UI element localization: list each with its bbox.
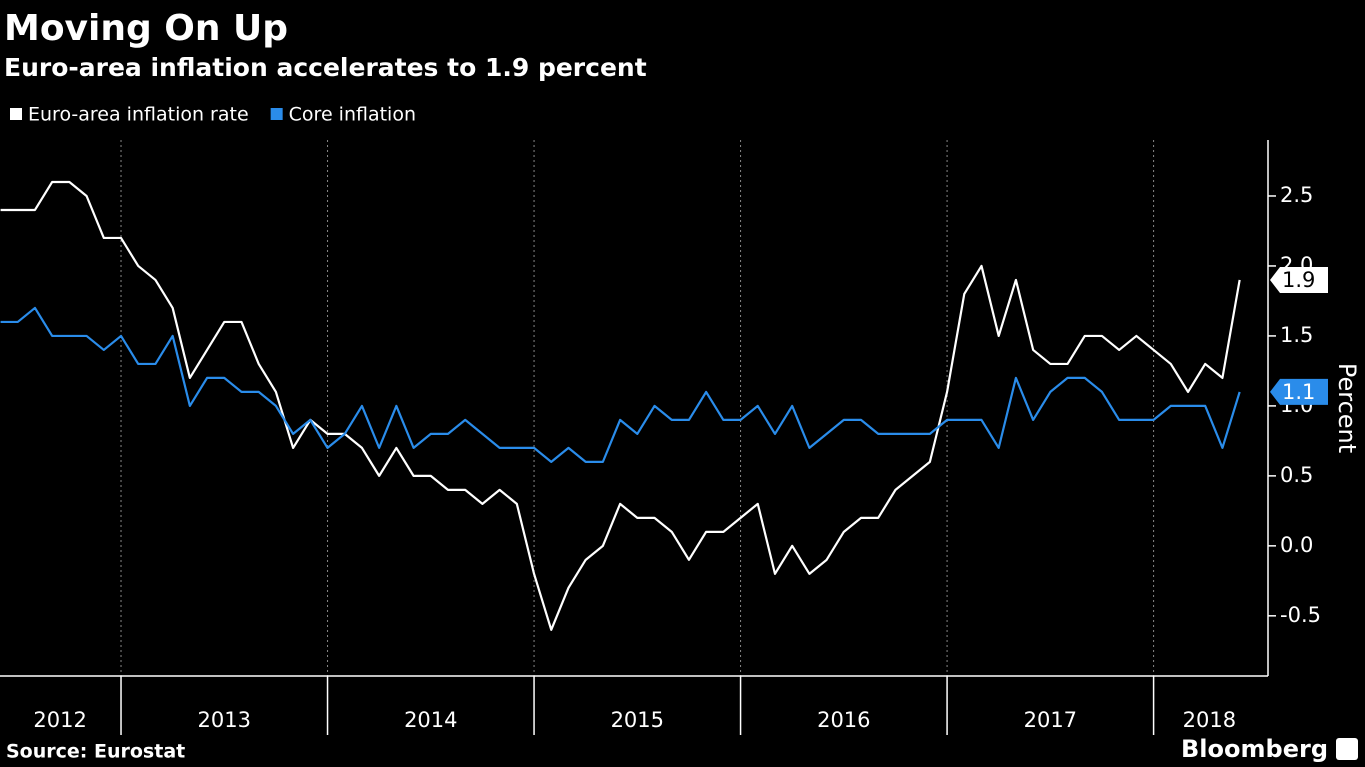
chart-title: Moving On Up	[4, 8, 288, 49]
y-tick-label: 2.5	[1280, 183, 1313, 207]
x-tick-label: 2014	[404, 708, 457, 732]
end-label: 1.1	[1282, 380, 1315, 404]
chart-subtitle: Euro-area inflation accelerates to 1.9 p…	[4, 53, 647, 82]
end-label-box	[1270, 378, 1328, 405]
end-label-box	[1270, 266, 1328, 293]
logo-icon	[1336, 738, 1358, 760]
y-tick-label: -0.5	[1280, 603, 1321, 627]
y-axis-label: Percent	[1333, 363, 1361, 453]
x-tick-label: 2018	[1183, 708, 1236, 732]
legend-swatch	[270, 108, 283, 120]
legend-label: Core inflation	[289, 104, 416, 126]
end-label: 1.9	[1282, 268, 1315, 292]
legend-label: Euro-area inflation rate	[28, 104, 249, 126]
source: Source: Eurostat	[6, 741, 185, 763]
x-tick-label: 2016	[817, 708, 870, 732]
line-series	[0, 306, 1241, 463]
y-tick-label: 1.5	[1280, 323, 1313, 347]
x-tick-label: 2017	[1024, 708, 1077, 732]
x-tick-label: 2015	[611, 708, 664, 732]
y-tick-label: 0.0	[1280, 533, 1313, 557]
logo: Bloomberg	[1181, 735, 1328, 763]
y-tick-label: 0.5	[1280, 463, 1313, 487]
x-tick-label: 2012	[33, 708, 86, 732]
legend-swatch	[10, 108, 22, 120]
x-tick-label: 2013	[198, 708, 251, 732]
line-series	[0, 180, 1241, 631]
